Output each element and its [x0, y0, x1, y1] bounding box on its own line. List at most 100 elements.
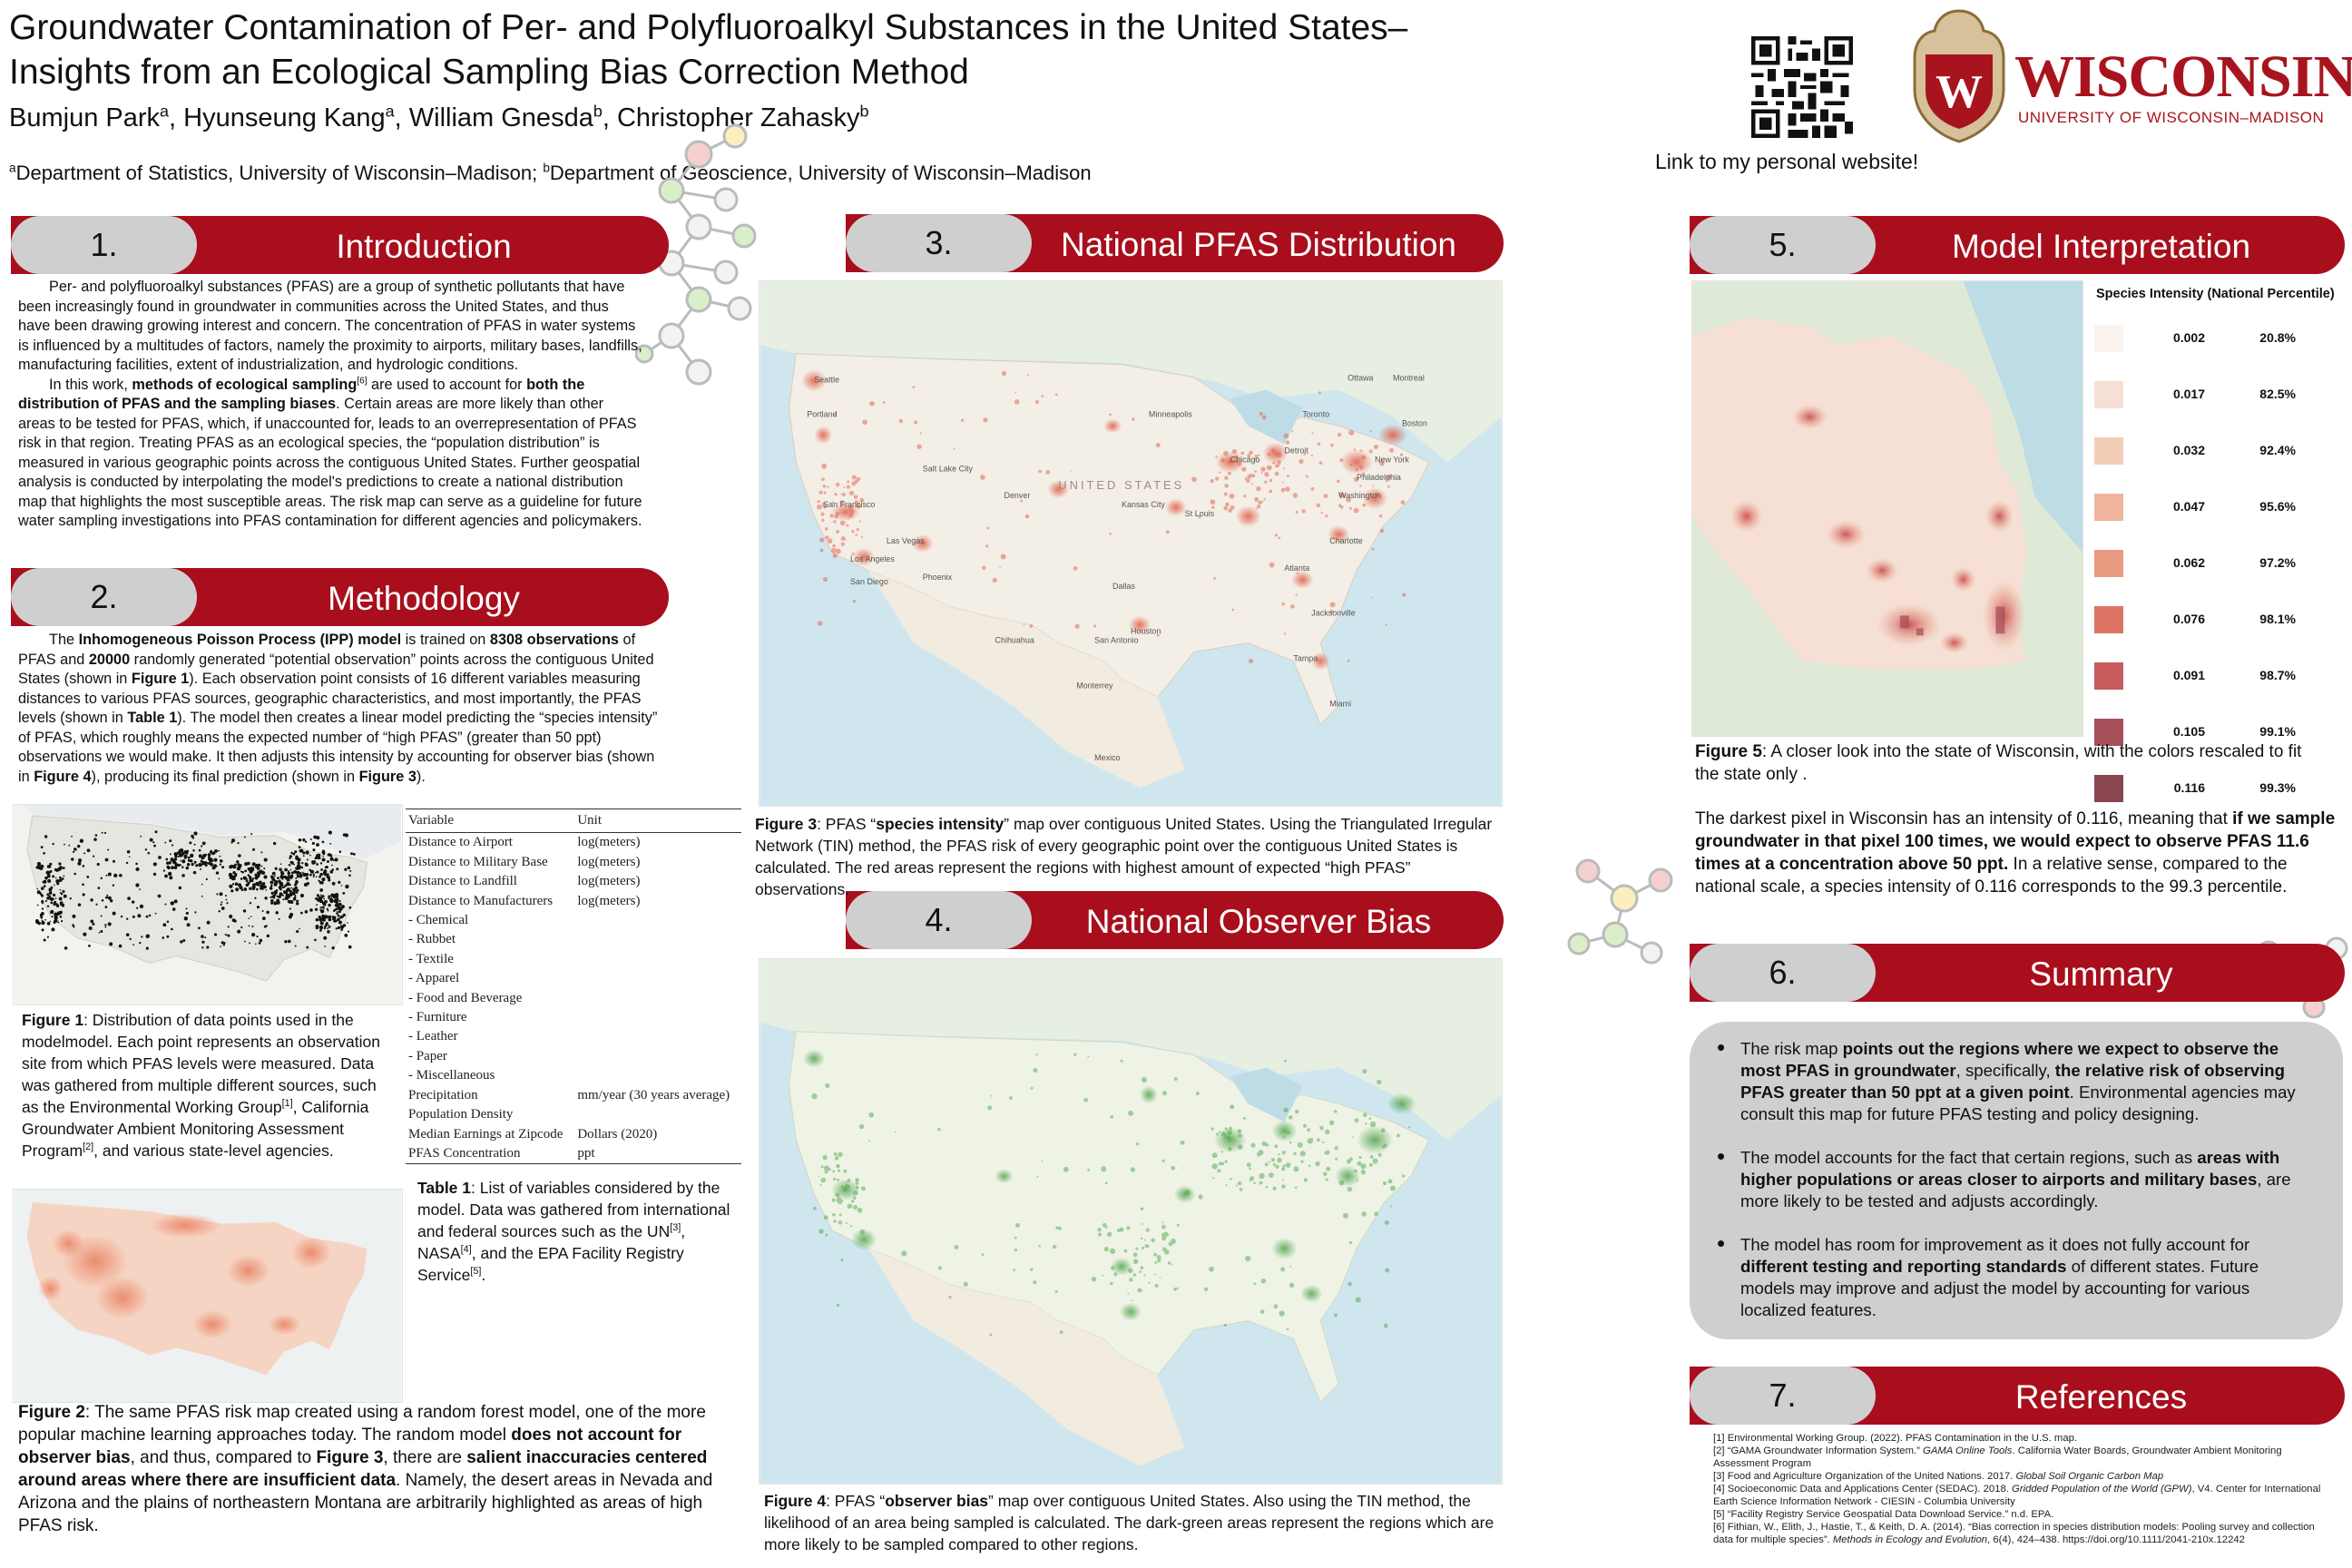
legend-value: 0.017	[2172, 387, 2205, 401]
section-title: Summary	[2029, 956, 2173, 993]
legend-percentile: 97.2%	[2259, 555, 2296, 570]
section-references: 7. References	[1690, 1367, 2345, 1425]
title-line-2: Insights from an Ecological Sampling Bia…	[9, 53, 969, 92]
affiliations: aDepartment of Statistics, University of…	[9, 162, 1092, 185]
legend-percentile: 20.8%	[2259, 330, 2296, 345]
table-cell-variable: Population Density	[408, 1107, 514, 1122]
molecule-decoration-icon	[635, 123, 757, 386]
summary-item: The model has room for improvement as it…	[1717, 1232, 2318, 1321]
observation-points	[35, 830, 356, 950]
table-cell-unit	[574, 911, 741, 930]
section-summary: 6. Summary	[1690, 944, 2345, 1002]
table-cell-unit	[574, 950, 741, 969]
svg-text:Ottawa: Ottawa	[1348, 374, 1373, 383]
section-number-pill	[1690, 944, 1876, 1002]
svg-text:Denver: Denver	[1004, 491, 1030, 500]
legend-item: 0.076 98.1%	[2094, 606, 2339, 633]
svg-text:Philadelphia: Philadelphia	[1357, 473, 1401, 482]
author-name: Hyunseung Kang	[183, 103, 386, 132]
legend-title: Species Intensity (National Percentile)	[2096, 287, 2335, 301]
figure-4-caption: Figure 4: PFAS “observer bias” map over …	[764, 1492, 1494, 1553]
country-label: UNITED STATES	[1058, 478, 1184, 492]
table-cell-unit	[574, 989, 741, 1008]
table-cell-variable: Distance to Manufacturers	[408, 893, 554, 908]
section-title: Introduction	[336, 228, 512, 265]
legend-swatch	[2094, 662, 2123, 690]
svg-text:San Diego: San Diego	[850, 577, 888, 586]
svg-text:Minneapolis: Minneapolis	[1149, 409, 1192, 418]
wisconsin-shape	[1692, 317, 2027, 671]
table-row: Population Density	[406, 1105, 741, 1124]
legend-percentile: 98.1%	[2259, 612, 2296, 626]
table-row: Median Earnings at Zipcode Dollars (2020)	[406, 1125, 741, 1144]
summary-item: The risk map points out the regions wher…	[1717, 1036, 2318, 1125]
title-line-1: Groundwater Contamination of Per- and Po…	[9, 8, 1408, 47]
table-cell-unit	[574, 1047, 741, 1066]
svg-text:San Antonio: San Antonio	[1094, 636, 1138, 645]
section-introduction: 1. Introduction	[11, 216, 669, 274]
methodology-text: The Inhomogeneous Poisson Process (IPP) …	[18, 631, 664, 787]
legend-percentile: 82.5%	[2259, 387, 2296, 401]
table-cell-variable: - Rubbet	[408, 932, 456, 947]
svg-text:Charlotte: Charlotte	[1329, 536, 1362, 545]
table-row: - Apparel	[406, 969, 741, 988]
intro-paragraph: In this work, methods of ecological samp…	[18, 376, 642, 530]
uw-crest-icon: W	[1913, 9, 2005, 143]
summary-item: The model accounts for the fact that cer…	[1717, 1145, 2318, 1212]
section-number: 3.	[925, 224, 953, 261]
table-row: - Rubbet	[406, 930, 741, 949]
affil-a: Department of Statistics, University of …	[15, 162, 544, 184]
table-cell-variable: - Apparel	[408, 971, 460, 986]
table-row: Distance to Military Base log(meters)	[406, 853, 741, 872]
references-list: [1] Environmental Working Group. (2022).…	[1713, 1432, 2330, 1546]
svg-text:Tampa: Tampa	[1293, 654, 1318, 663]
table-cell-variable: Distance to Landfill	[408, 874, 517, 889]
affil-sup: b	[543, 161, 550, 175]
intro-paragraph: Per- and polyfluoroalkyl substances (PFA…	[18, 279, 642, 373]
svg-text:Chihuahua: Chihuahua	[995, 636, 1034, 645]
table-cell-variable: - Leather	[408, 1029, 458, 1044]
wisconsin-subtitle: UNIVERSITY OF WISCONSIN–MADISON	[2018, 109, 2325, 126]
table-cell-unit: mm/year (30 years average)	[577, 1087, 730, 1102]
author-name: Bumjun Park	[9, 103, 161, 132]
figure-2-caption: Figure 2: The same PFAS risk map created…	[18, 1403, 713, 1535]
section-number-pill	[1690, 1367, 1876, 1425]
table-row: - Furniture	[406, 1008, 741, 1027]
table-1-caption: Table 1: List of variables considered by…	[417, 1179, 730, 1284]
table-row: - Textile	[406, 950, 741, 969]
method-paragraph: The Inhomogeneous Poisson Process (IPP) …	[18, 632, 658, 785]
section-number-pill	[1690, 216, 1876, 274]
legend-item: 0.002 20.8%	[2094, 325, 2339, 352]
svg-text:St Louis: St Louis	[1185, 509, 1215, 518]
table-cell-variable: - Food and Beverage	[408, 990, 523, 1005]
table-row: - Paper	[406, 1047, 741, 1066]
reference-item: [1] Environmental Working Group. (2022).…	[1713, 1433, 2078, 1444]
svg-text:Miami: Miami	[1329, 699, 1351, 708]
qr-caption[interactable]: Link to my personal website!	[1655, 150, 1919, 173]
table-cell-unit: log(meters)	[577, 893, 641, 908]
legend-item: 0.032 92.4%	[2094, 437, 2339, 465]
legend-item: 0.116 99.3%	[2094, 775, 2339, 802]
svg-text:Jacksonville: Jacksonville	[1311, 609, 1355, 618]
reference-item: [2] “GAMA Groundwater Information System…	[1713, 1446, 2282, 1469]
figure-3-caption: Figure 3: PFAS “species intensity” map o…	[755, 815, 1493, 898]
table-cell-unit: ppt	[574, 1143, 741, 1165]
legend-item: 0.062 97.2%	[2094, 550, 2339, 577]
table-row: Precipitation mm/year (30 years average)	[406, 1086, 741, 1105]
legend-value: 0.116	[2173, 780, 2205, 795]
section-model-interpretation: 5. Model Interpretation	[1690, 216, 2345, 274]
table-cell-variable: - Furniture	[408, 1010, 467, 1025]
section-number: 7.	[1769, 1377, 1797, 1414]
table-cell-unit: log(meters)	[577, 835, 641, 850]
figure-4-observer-bias-map	[759, 958, 1503, 1485]
table-row: - Miscellaneous	[406, 1066, 741, 1085]
figure-1-observation-points-map	[13, 804, 403, 1005]
section-number: 4.	[925, 901, 953, 938]
author-sup: b	[859, 102, 869, 121]
table-cell-variable: Distance to Airport	[408, 835, 513, 850]
section-number-pill	[11, 568, 197, 626]
table-cell-unit	[574, 1008, 741, 1027]
qr-code-icon[interactable]	[1751, 36, 1853, 138]
affil-b: Department of Geoscience, University of …	[549, 162, 1092, 184]
table-cell-variable: Precipitation	[408, 1087, 478, 1102]
